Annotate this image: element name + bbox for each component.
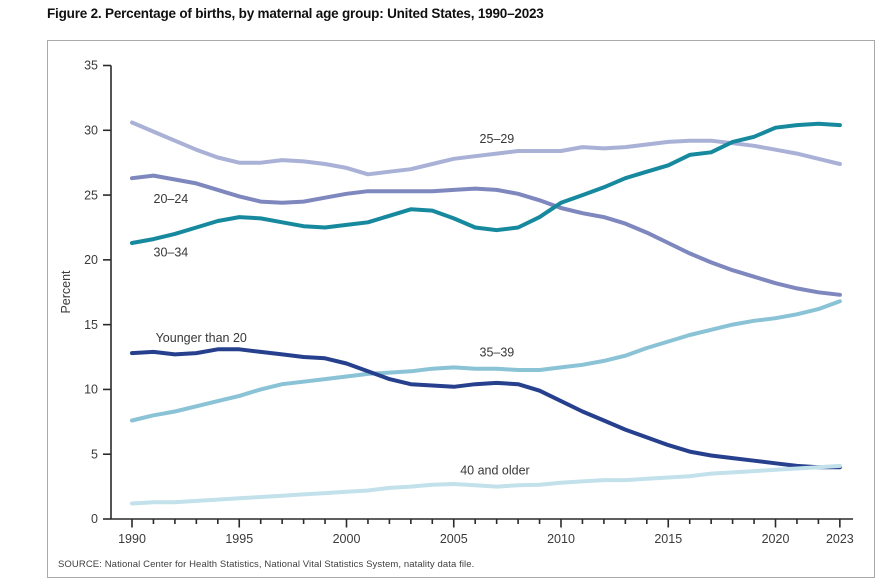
svg-text:5: 5 <box>91 447 98 461</box>
svg-text:2005: 2005 <box>440 532 468 546</box>
svg-text:2000: 2000 <box>333 532 361 546</box>
svg-text:Percent: Percent <box>59 270 73 314</box>
svg-text:10: 10 <box>84 383 98 397</box>
svg-text:0: 0 <box>91 512 98 526</box>
svg-text:20: 20 <box>84 253 98 267</box>
chart-panel: 0 5 10 15 20 25 30 35 1990 1995 2000 2005 2010 2015 20… <box>47 40 875 578</box>
svg-text:25: 25 <box>84 188 98 202</box>
svg-text:35–39: 35–39 <box>480 346 515 360</box>
svg-text:2015: 2015 <box>654 532 682 546</box>
svg-text:30: 30 <box>84 123 98 137</box>
births-line-chart: 0 5 10 15 20 25 30 35 1990 1995 2000 2005 2010 2015 20… <box>59 59 854 546</box>
svg-text:1990: 1990 <box>118 532 146 546</box>
svg-text:20–24: 20–24 <box>154 192 189 206</box>
svg-text:1995: 1995 <box>225 532 253 546</box>
svg-text:2023: 2023 <box>826 532 854 546</box>
svg-text:2020: 2020 <box>762 532 790 546</box>
svg-text:2010: 2010 <box>547 532 575 546</box>
svg-text:40 and older: 40 and older <box>460 464 530 478</box>
svg-text:35: 35 <box>84 59 98 73</box>
figure-title: Figure 2. Percentage of births, by mater… <box>47 6 544 21</box>
svg-text:25–29: 25–29 <box>480 132 515 146</box>
svg-text:30–34: 30–34 <box>154 245 189 259</box>
source-note: SOURCE: National Center for Health Stati… <box>58 559 475 570</box>
svg-text:Younger than 20: Younger than 20 <box>156 331 247 345</box>
svg-text:15: 15 <box>84 318 98 332</box>
